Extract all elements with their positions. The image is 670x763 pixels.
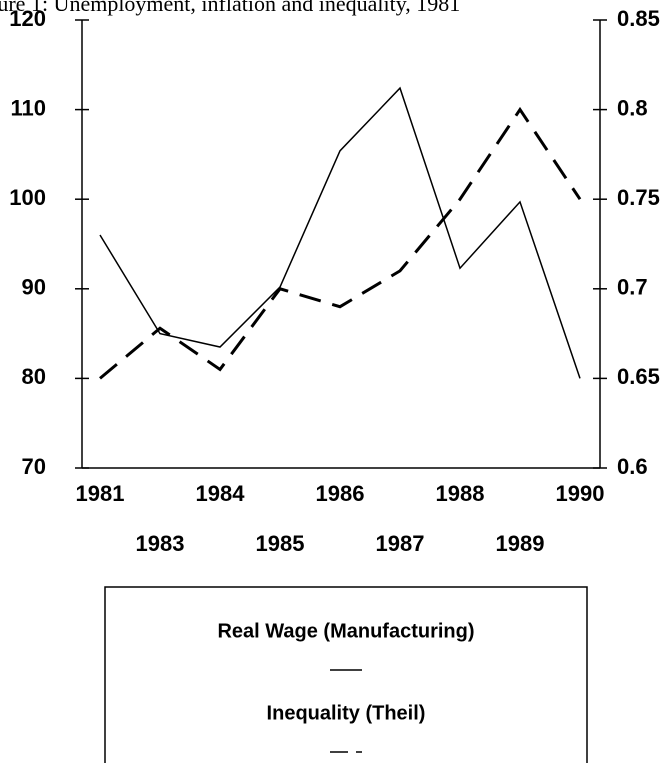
y-tick-label: 100	[9, 185, 46, 210]
y2-tick-label: 0.65	[617, 364, 660, 389]
x-tick-label: 1986	[316, 481, 365, 506]
y-tick-label: 120	[9, 6, 46, 31]
y-tick-label: 70	[22, 454, 46, 479]
x-tick-label: 1989	[496, 531, 545, 556]
x-tick-label: 1981	[76, 481, 125, 506]
y-tick-label: 90	[22, 275, 46, 300]
chart-title: Figure 1: Unemployment, inflation and in…	[0, 0, 460, 16]
x-tick-label: 1984	[196, 481, 246, 506]
y2-tick-label: 0.7	[617, 275, 648, 300]
legend-label: Inequality (Theil)	[267, 702, 426, 724]
x-tick-label: 1988	[436, 481, 485, 506]
y2-tick-label: 0.6	[617, 454, 648, 479]
legend-label: Real Wage (Manufacturing)	[217, 620, 474, 642]
y2-tick-label: 0.8	[617, 95, 648, 120]
legend-box	[104, 586, 588, 763]
y2-tick-label: 0.85	[617, 6, 660, 31]
y-tick-label: 80	[22, 364, 46, 389]
series-line	[99, 106, 582, 380]
series-line	[99, 86, 581, 379]
x-tick-label: 1987	[376, 531, 425, 556]
y-tick-label: 110	[11, 95, 47, 120]
x-tick-label: 1983	[136, 531, 185, 556]
x-tick-label: 1985	[256, 531, 305, 556]
y2-tick-label: 0.75	[617, 185, 660, 210]
x-tick-label: 1990	[556, 481, 605, 506]
